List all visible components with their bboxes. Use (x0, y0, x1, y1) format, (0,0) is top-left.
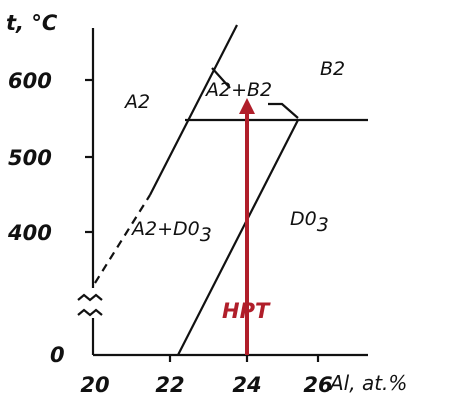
axis-break (77, 293, 103, 317)
x-tick-label: 22 (155, 373, 184, 397)
boundary (149, 24, 238, 196)
region-main: D0 (290, 208, 317, 230)
y-axis-label: t, °C (6, 11, 58, 35)
x-tick-label: 20 (80, 373, 109, 397)
region-sub: 3 (200, 224, 212, 246)
region-label: A2+B2 (204, 79, 272, 101)
leader-lines (211, 67, 299, 119)
region-label: A2+D03 (130, 218, 212, 246)
y-ticks: 600 500 400 0 (7, 69, 93, 367)
y-tick-label: 500 (8, 146, 52, 170)
y-tick-label: 600 (8, 69, 52, 93)
x-tick-label: 26 (303, 373, 332, 397)
x-axis-label: Al, at.% (328, 371, 407, 395)
arrow-label: HPT (222, 299, 271, 323)
region-label: A2 (123, 91, 150, 113)
y-tick-label: 400 (7, 221, 52, 245)
region-main: A2+D0 (130, 218, 200, 240)
boundary (177, 119, 299, 356)
x-tick-label: 24 (232, 373, 261, 397)
boundary-dashed (94, 194, 151, 284)
hpt-arrowhead (239, 98, 255, 114)
region-sub: 3 (317, 214, 329, 236)
region-label: D03 (290, 208, 329, 236)
region-label: B2 (320, 58, 345, 80)
y-tick-label: 0 (50, 343, 65, 367)
x-ticks: 20 22 24 26 (80, 355, 333, 397)
